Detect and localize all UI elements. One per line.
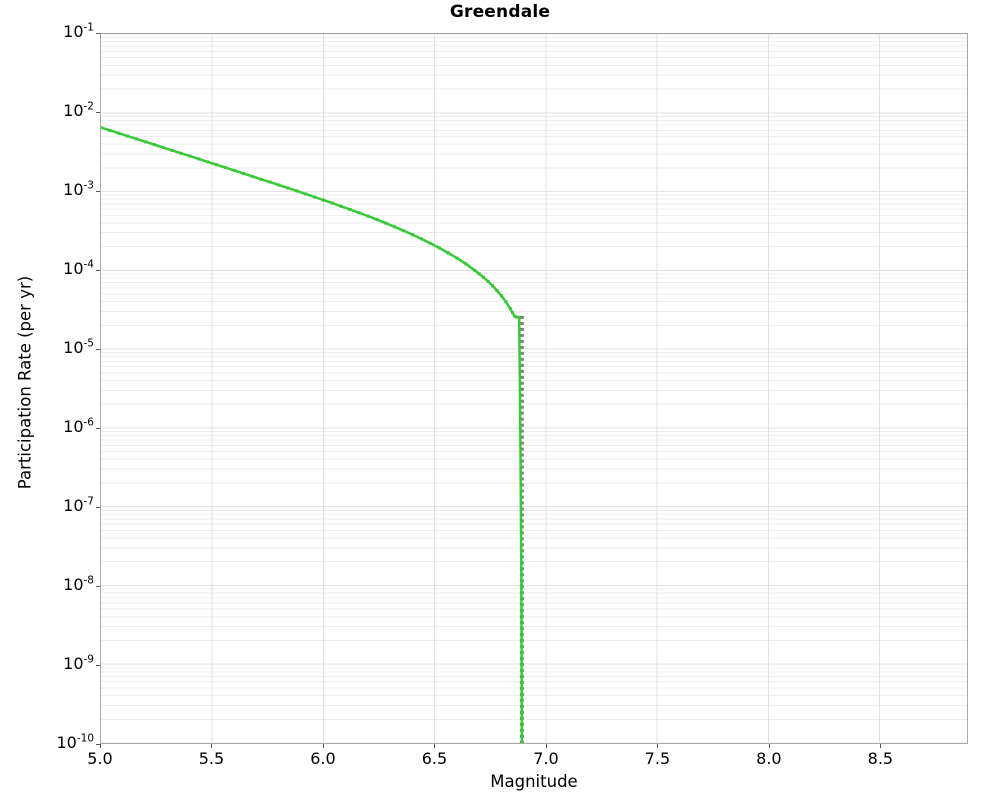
y-tick-mark [96, 744, 100, 745]
y-tick-label-1e-2: 10-2 [63, 100, 94, 120]
x-tick-label-8-0: 8.0 [756, 749, 782, 768]
data-point-marker [519, 453, 524, 457]
x-tick-mark [322, 744, 324, 748]
y-tick-label-1e-3: 10-3 [63, 179, 94, 199]
x-tick-label-8-5: 8.5 [867, 749, 894, 768]
data-point-marker [519, 351, 524, 355]
x-tick-label-7-0: 7.0 [533, 749, 559, 768]
x-tick-mark [211, 744, 213, 748]
data-point-marker [519, 339, 524, 343]
data-point-marker [519, 405, 524, 409]
x-tick-mark [100, 744, 101, 748]
y-tick-mark [96, 191, 100, 192]
data-point-marker [519, 447, 524, 451]
data-point-marker [519, 333, 524, 337]
x-tick-label-6-5: 6.5 [421, 749, 448, 768]
gridlines [101, 34, 967, 743]
y-tick-mark [96, 33, 100, 34]
data-point-marker [519, 411, 524, 415]
y-tick-label-1e-1: 10-1 [63, 21, 94, 41]
x-tick-mark [434, 744, 436, 748]
data-point-marker [519, 435, 524, 439]
chart-title: Greendale [449, 2, 551, 22]
y-tick-label-1e-10: 10-10 [56, 732, 94, 752]
x-tick-label-7-5: 7.5 [644, 749, 671, 768]
y-tick-mark [96, 586, 100, 587]
x-tick-mark [880, 744, 882, 748]
y-tick-label-1e-4: 10-4 [63, 258, 94, 278]
y-tick-label-1e-5: 10-5 [63, 337, 94, 357]
data-point-marker [519, 393, 524, 397]
data-point-marker [519, 429, 524, 433]
data-point-marker [519, 315, 524, 319]
data-point-marker [519, 345, 524, 349]
x-tick-label-5-0: 5.0 [87, 749, 113, 768]
data-point-marker [519, 357, 524, 361]
x-axis-label: Magnitude [490, 772, 578, 791]
data-point-marker [519, 441, 524, 445]
y-tick-mark [96, 428, 100, 429]
data-point-marker [519, 327, 524, 331]
data-point-marker [519, 417, 524, 421]
y-tick-mark [96, 665, 100, 666]
x-tick-label-5-5: 5.5 [198, 749, 225, 768]
y-tick-mark [96, 112, 100, 113]
y-tick-label-1e-8: 10-8 [63, 574, 94, 594]
data-point-marker [519, 381, 524, 385]
y-tick-mark [96, 507, 100, 508]
data-point-marker [519, 369, 524, 373]
data-point-marker [519, 375, 524, 379]
y-axis-tick-labels: 10-1 10-2 10-3 10-4 10-5 10-6 10-7 10-8 10-9 10-1… [0, 0, 94, 800]
data-point-marker [519, 423, 524, 427]
data-point-marker [519, 465, 524, 469]
data-point-marker [519, 321, 524, 325]
y-tick-label-1e-9: 10-9 [63, 653, 94, 673]
y-tick-label-1e-7: 10-7 [63, 495, 94, 515]
series-line [101, 126, 524, 743]
y-tick-label-1e-6: 10-6 [63, 416, 94, 436]
data-point-marker [519, 459, 524, 463]
x-tick-label-6-0: 6.0 [310, 749, 336, 768]
x-tick-mark [768, 744, 770, 748]
y-tick-mark [96, 349, 100, 350]
data-point-marker [519, 363, 524, 367]
data-point-marker [519, 399, 524, 403]
data-point-marker [519, 387, 524, 391]
x-tick-mark [657, 744, 659, 748]
x-tick-mark [545, 744, 547, 748]
y-tick-mark [96, 270, 100, 271]
data-series-participation-rate [101, 126, 524, 743]
plot-area [100, 33, 968, 744]
